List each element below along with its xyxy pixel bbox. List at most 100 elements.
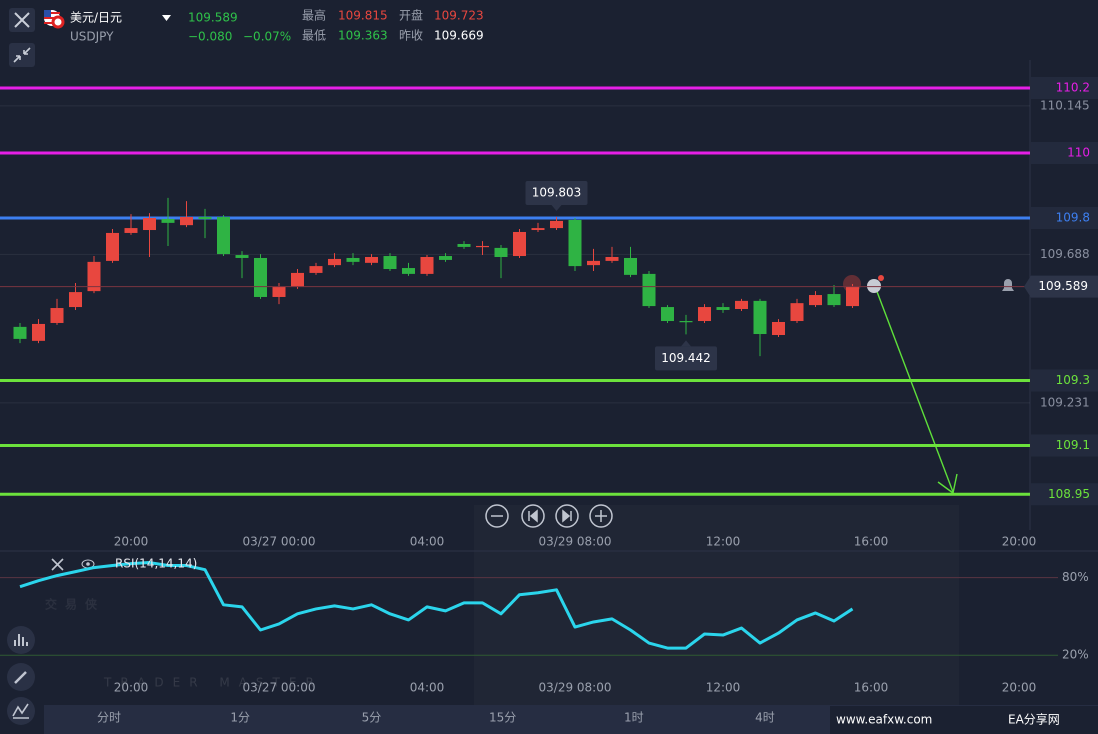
- x-tick-label: 12:00: [706, 535, 741, 549]
- candle-body: [328, 258, 341, 266]
- candle-body: [309, 266, 323, 273]
- stat-value: 109.815: [338, 9, 388, 23]
- stat-label: 昨收: [399, 29, 423, 43]
- line-tool[interactable]: [7, 697, 35, 725]
- candle-body: [291, 272, 304, 287]
- y-tick-label: 109.688: [1040, 247, 1090, 261]
- rsi-close[interactable]: [51, 558, 64, 571]
- flag-icon: [44, 10, 65, 29]
- plot: 110.145 109.688 109.231 110.2 110 109.8 109.3 1…: [0, 77, 1098, 695]
- x-tick-label: 20:00: [114, 681, 149, 695]
- candle-body: [698, 307, 711, 322]
- x-tick-label: 03/27 00:00: [243, 681, 316, 695]
- stat-label: 最低: [302, 29, 326, 43]
- candle-body: [716, 307, 730, 310]
- candle-body: [180, 217, 193, 226]
- candle-body: [679, 321, 693, 323]
- site-box: [830, 706, 1098, 734]
- candle-body: [235, 255, 249, 258]
- candle-body: [809, 295, 822, 306]
- back-button[interactable]: [521, 504, 545, 528]
- candle-body: [568, 219, 582, 267]
- level-label: 110.2: [1056, 81, 1090, 95]
- x-tick-label: 20:00: [114, 535, 149, 549]
- candle-body: [13, 326, 27, 339]
- forecast-arrow: [875, 288, 954, 493]
- candle-body: [198, 217, 212, 219]
- zoom-in-button[interactable]: [589, 504, 613, 528]
- candle-body: [161, 218, 175, 223]
- y-tick-label: 110.145: [1040, 98, 1090, 112]
- shrink-button[interactable]: [9, 43, 35, 67]
- stat-label: 最高: [302, 8, 326, 23]
- candle-body: [50, 308, 64, 323]
- x-tick-label: 04:00: [410, 681, 445, 695]
- level-label: 110: [1067, 146, 1090, 160]
- pair-name[interactable]: 美元/日元: [70, 11, 122, 25]
- price-change: −0.080: [188, 30, 232, 44]
- dropdown-caret[interactable]: [162, 15, 171, 21]
- period-tab[interactable]: 4时: [755, 711, 775, 725]
- alert-bell[interactable]: [1002, 279, 1014, 291]
- candle-body: [143, 218, 156, 231]
- candle-body: [587, 260, 600, 266]
- forward-button[interactable]: [555, 504, 579, 528]
- period-tab[interactable]: 15分: [489, 711, 516, 725]
- candle-body: [494, 247, 508, 257]
- watermark-logo: 交易侠: [45, 597, 105, 612]
- price-marker-label: 109.442: [661, 351, 711, 365]
- y-tick-label: 109.231: [1040, 395, 1090, 409]
- price-marker: [655, 346, 717, 371]
- candle-body: [457, 244, 471, 247]
- y-tick-label: 20%: [1062, 648, 1089, 662]
- alert-dot: [878, 275, 884, 281]
- close-button[interactable]: [9, 8, 35, 32]
- candle-body: [365, 257, 378, 263]
- candle-body: [32, 323, 45, 341]
- candle-body: [531, 228, 545, 231]
- rsi-line: [19, 561, 854, 650]
- candle-body: [69, 292, 82, 308]
- candle-body: [735, 300, 748, 309]
- series-name: RSI(14,14,14): [115, 557, 197, 571]
- info-icon[interactable]: [867, 279, 881, 293]
- level-label: 108.95: [1048, 487, 1090, 501]
- watermark-logo-en: TRADER MASTER: [103, 676, 323, 690]
- period-tab[interactable]: 1时: [624, 711, 644, 725]
- left-tools: [7, 626, 35, 725]
- last-price-label: 109.589: [1038, 279, 1088, 293]
- period-tab[interactable]: 1分: [230, 711, 250, 725]
- draw-tool[interactable]: [7, 663, 35, 691]
- level-tag: [1031, 434, 1098, 457]
- candle-body: [550, 220, 563, 229]
- price-marker-pointer: [551, 205, 562, 212]
- candle-body: [106, 232, 119, 261]
- price-marker: [525, 181, 588, 206]
- last-price: 109.589: [188, 11, 238, 25]
- candle-body: [420, 257, 434, 274]
- x-tick-label: 16:00: [854, 681, 889, 695]
- x-tick-label: 12:00: [706, 681, 741, 695]
- candle-body: [217, 217, 230, 255]
- period-tab[interactable]: 5分: [362, 711, 382, 725]
- stat-value: 109.669: [434, 29, 484, 43]
- x-tick-label: 03/29 08:00: [539, 535, 612, 549]
- indicator-tool[interactable]: [7, 626, 35, 654]
- pair-code: USDJPY: [70, 30, 114, 44]
- level-tag: [1031, 369, 1098, 392]
- x-tick-label: 03/29 08:00: [539, 681, 612, 695]
- candle-body: [753, 300, 767, 335]
- candle-body: [402, 268, 415, 274]
- last-price-tag: [1024, 275, 1098, 298]
- zoom-out-button[interactable]: [485, 504, 509, 528]
- x-tick-label: 20:00: [1002, 535, 1037, 549]
- candle-body: [624, 257, 637, 275]
- candle-body: [439, 256, 452, 260]
- candle-body: [87, 261, 101, 292]
- candle-body: [827, 294, 841, 306]
- candle-body: [605, 257, 619, 261]
- period-tab[interactable]: 分时: [97, 711, 121, 725]
- candle-body: [846, 286, 859, 307]
- x-tick-label: 04:00: [410, 535, 445, 549]
